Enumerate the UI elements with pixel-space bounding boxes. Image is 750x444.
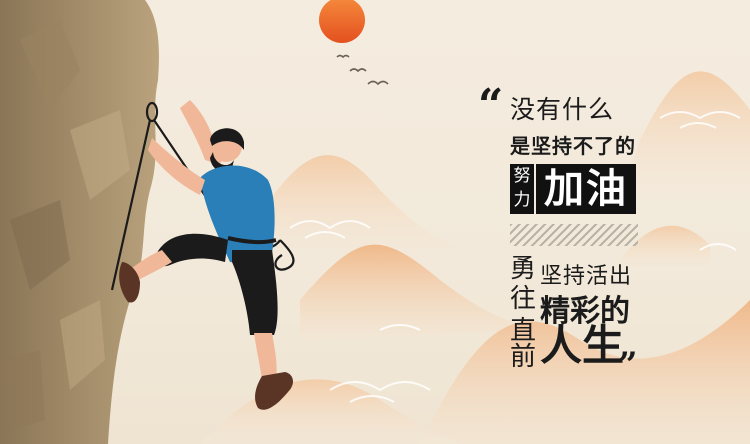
- quote-col-char-4: 前: [510, 342, 537, 372]
- quote-col-char-2: 往: [510, 284, 537, 314]
- quote-block-bottom: 勇 往 直 前 坚持活出 精彩的 人生: [510, 254, 670, 372]
- quote-line-3-small: 努 力: [510, 164, 534, 214]
- cliff: [0, 0, 159, 444]
- birds-icon: [336, 54, 389, 86]
- quote-line-3-big: 加油: [536, 164, 636, 214]
- close-quote-mark: ”: [618, 345, 638, 385]
- climber: [119, 100, 294, 410]
- mountains: [200, 71, 750, 444]
- quote-col-char-1: 勇: [510, 254, 537, 284]
- sun-icon: [319, 0, 365, 43]
- open-quote-mark: “: [478, 80, 504, 131]
- quote-line-6: 精彩的: [540, 294, 630, 329]
- quote-col-char-3: 直: [510, 316, 537, 346]
- quote-line-2: 是坚持不了的: [510, 134, 636, 158]
- clouds: [289, 111, 741, 403]
- hatch-divider: [510, 224, 638, 246]
- quote-line-1: 没有什么: [510, 95, 615, 124]
- quote-line-7: 人生: [540, 321, 625, 370]
- quote-line-3-small-top: 努: [513, 166, 531, 186]
- quote-line-3-small-bottom: 力: [513, 190, 531, 210]
- quote-line-5: 坚持活出: [540, 264, 633, 289]
